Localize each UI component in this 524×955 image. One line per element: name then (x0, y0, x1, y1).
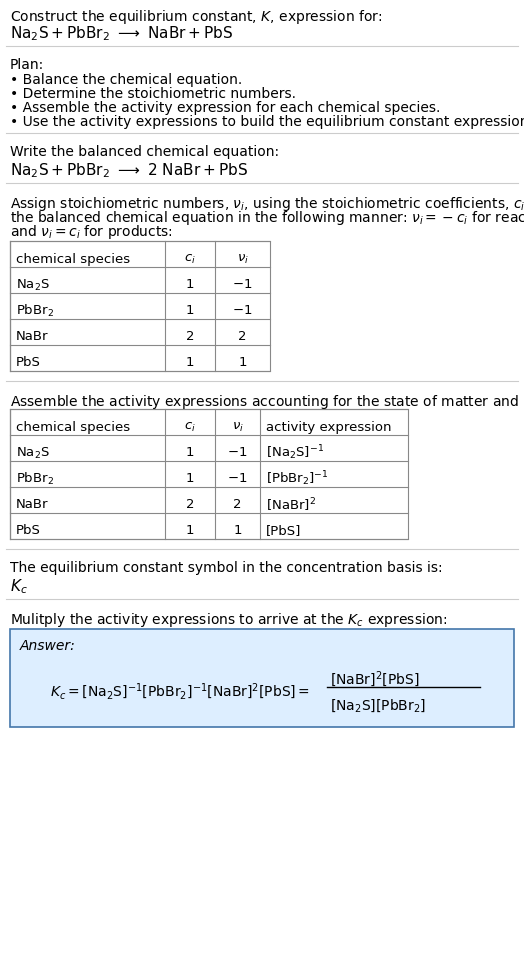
Text: chemical species: chemical species (16, 420, 130, 434)
Text: 2: 2 (185, 330, 194, 344)
Text: $\nu_i$: $\nu_i$ (232, 420, 244, 434)
Text: $-1$: $-1$ (227, 473, 248, 485)
Text: $-1$: $-1$ (227, 447, 248, 459)
Text: $\mathrm{Na_2S}$: $\mathrm{Na_2S}$ (16, 445, 50, 460)
Text: the balanced chemical equation in the following manner: $\nu_i = -c_i$ for react: the balanced chemical equation in the fo… (10, 209, 524, 227)
Text: Assign stoichiometric numbers, $\nu_i$, using the stoichiometric coefficients, $: Assign stoichiometric numbers, $\nu_i$, … (10, 195, 524, 213)
Text: $\mathrm{Na_2S + PbBr_2 \ \longrightarrow \ 2 \ NaBr + PbS}$: $\mathrm{Na_2S + PbBr_2 \ \longrightarro… (10, 161, 248, 180)
Text: 1: 1 (185, 356, 194, 370)
Text: PbS: PbS (16, 356, 41, 370)
Text: PbS: PbS (16, 524, 41, 538)
Text: • Assemble the activity expression for each chemical species.: • Assemble the activity expression for e… (10, 101, 440, 115)
Text: Write the balanced chemical equation:: Write the balanced chemical equation: (10, 145, 279, 159)
Text: NaBr: NaBr (16, 499, 49, 512)
Text: 1: 1 (238, 356, 247, 370)
Text: Assemble the activity expressions accounting for the state of matter and $\nu_i$: Assemble the activity expressions accoun… (10, 393, 524, 411)
Text: $K_c = [\mathrm{Na_2S}]^{-1} [\mathrm{PbBr_2}]^{-1} [\mathrm{NaBr}]^{2} [\mathrm: $K_c = [\mathrm{Na_2S}]^{-1} [\mathrm{Pb… (50, 682, 310, 702)
Text: 2: 2 (238, 330, 247, 344)
Text: $[\mathrm{NaBr}]^{2} [\mathrm{PbS}]$: $[\mathrm{NaBr}]^{2} [\mathrm{PbS}]$ (330, 669, 419, 689)
Text: $-1$: $-1$ (232, 279, 253, 291)
Text: $[\mathrm{Na_2S}]^{-1}$: $[\mathrm{Na_2S}]^{-1}$ (266, 444, 324, 462)
Text: • Determine the stoichiometric numbers.: • Determine the stoichiometric numbers. (10, 87, 296, 101)
Bar (10, 629, 514, 727)
Text: [PbS]: [PbS] (266, 524, 301, 538)
Text: $\mathrm{Na_2S + PbBr_2 \ \longrightarrow \ NaBr + PbS}$: $\mathrm{Na_2S + PbBr_2 \ \longrightarro… (10, 24, 233, 43)
Text: $[\mathrm{Na_2S}][\mathrm{PbBr_2}]$: $[\mathrm{Na_2S}][\mathrm{PbBr_2}]$ (330, 697, 426, 714)
Text: $[\mathrm{NaBr}]^{2}$: $[\mathrm{NaBr}]^{2}$ (266, 497, 316, 514)
Text: NaBr: NaBr (16, 330, 49, 344)
Text: 1: 1 (185, 305, 194, 317)
Text: 2: 2 (233, 499, 242, 512)
Text: 1: 1 (185, 524, 194, 538)
Text: Answer:: Answer: (20, 639, 76, 653)
Text: $\mathrm{Na_2S}$: $\mathrm{Na_2S}$ (16, 278, 50, 292)
Text: $c_i$: $c_i$ (184, 252, 196, 265)
Text: $\nu_i$: $\nu_i$ (236, 252, 248, 265)
Text: activity expression: activity expression (266, 420, 391, 434)
Text: • Use the activity expressions to build the equilibrium constant expression.: • Use the activity expressions to build … (10, 115, 524, 129)
Text: $c_i$: $c_i$ (184, 420, 196, 434)
Text: $[\mathrm{PbBr_2}]^{-1}$: $[\mathrm{PbBr_2}]^{-1}$ (266, 470, 329, 488)
Text: Construct the equilibrium constant, $\mathit{K}$, expression for:: Construct the equilibrium constant, $\ma… (10, 8, 383, 26)
Text: $\mathrm{PbBr_2}$: $\mathrm{PbBr_2}$ (16, 471, 54, 487)
Text: $-1$: $-1$ (232, 305, 253, 317)
Text: chemical species: chemical species (16, 252, 130, 265)
Text: • Balance the chemical equation.: • Balance the chemical equation. (10, 73, 242, 87)
Text: $K_c$: $K_c$ (10, 577, 28, 596)
Text: Plan:: Plan: (10, 58, 44, 72)
Text: 1: 1 (185, 447, 194, 459)
Text: 1: 1 (185, 473, 194, 485)
Text: 1: 1 (233, 524, 242, 538)
Text: and $\nu_i = c_i$ for products:: and $\nu_i = c_i$ for products: (10, 223, 173, 241)
Text: Mulitply the activity expressions to arrive at the $K_c$ expression:: Mulitply the activity expressions to arr… (10, 611, 447, 629)
Bar (10, 409, 408, 539)
Bar (10, 241, 270, 371)
Text: $\mathrm{PbBr_2}$: $\mathrm{PbBr_2}$ (16, 303, 54, 319)
Text: 2: 2 (185, 499, 194, 512)
Text: 1: 1 (185, 279, 194, 291)
Text: The equilibrium constant symbol in the concentration basis is:: The equilibrium constant symbol in the c… (10, 561, 443, 575)
